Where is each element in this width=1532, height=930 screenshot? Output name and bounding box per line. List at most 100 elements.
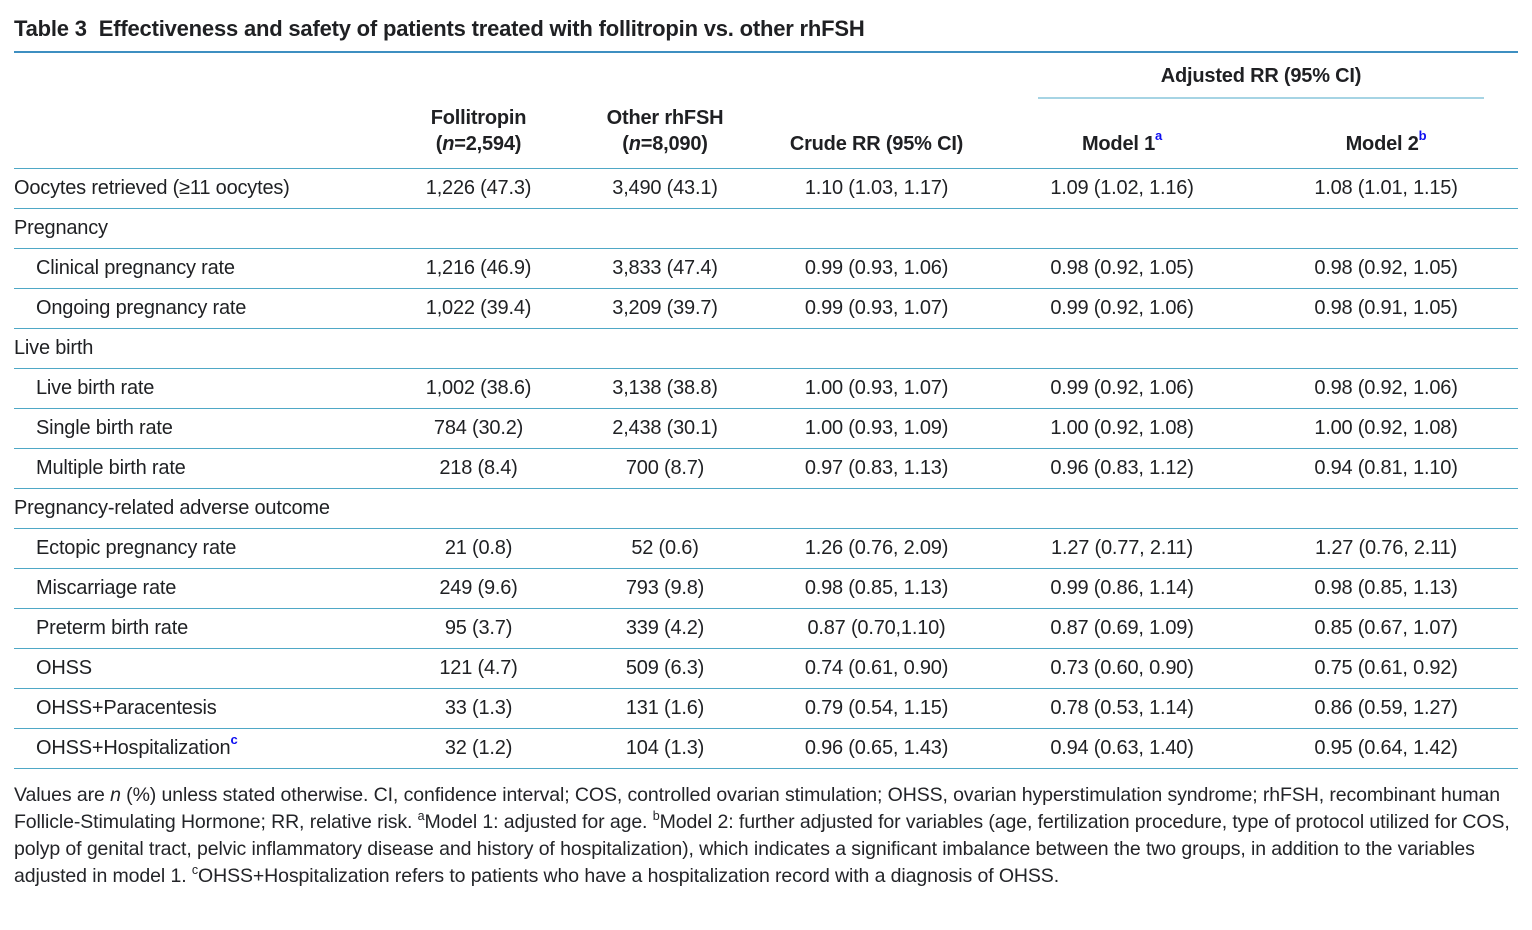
cell-other-rhfsh: 339 (4.2) [625,617,705,639]
cell-model1: 0.99 (0.86, 1.14) [1050,577,1194,599]
cell-crude-rr: 0.96 (0.65, 1.43) [804,737,949,759]
cell-crude-rr: 0.87 (0.70,1.10) [807,617,946,639]
table-row: OHSS 121 (4.7) 509 (6.3) 0.74 (0.61, 0.90) 0… [14,648,1518,689]
cell-model1: 1.09 (1.02, 1.16) [1050,177,1194,199]
column-header-follitropin: Follitropin (n=2,594) [390,99,567,169]
cell-model1: 0.87 (0.69, 1.09) [1050,617,1194,639]
cell-outcome-label: Live birth rate [36,377,155,399]
table-header: Adjusted RR (95% CI) Follitropin (n=2,59… [14,53,1518,169]
cell-crude-rr: 0.74 (0.61, 0.90) [804,657,949,679]
cell-follitropin: 784 (30.2) [433,417,524,439]
table-row: Multiple birth rate 218 (8.4) 700 (8.7) 0.9… [14,448,1518,489]
cell-follitropin: 121 (4.7) [439,657,518,679]
cell-model2: 1.00 (0.92, 1.08) [1314,417,1458,439]
footnote-italic-n: n [110,784,121,806]
cell-crude-rr: 1.00 (0.93, 1.09) [804,417,949,439]
cell-outcome-label: Preterm birth rate [36,617,189,639]
cell-other-rhfsh: 700 (8.7) [625,457,705,479]
cell-follitropin: 21 (0.8) [444,537,513,559]
cell-model1: 0.98 (0.92, 1.05) [1050,257,1194,279]
cell-model2: 0.98 (0.91, 1.05) [1314,297,1458,319]
group-header-spacer [14,53,990,99]
cell-model2: 1.27 (0.76, 2.11) [1315,537,1457,559]
row-footnote-marker: c [230,732,238,748]
cell-outcome-label: Miscarriage rate [36,577,177,599]
cell-follitropin: 1,022 (39.4) [425,297,532,319]
cell-model2: 0.75 (0.61, 0.92) [1314,657,1458,679]
cell-other-rhfsh: 2,438 (30.1) [612,417,718,439]
cell-crude-rr: 0.97 (0.83, 1.13) [804,457,949,479]
column-header-outcome [14,99,390,169]
footnote-marker-a: a [417,808,425,823]
cell-follitropin: 1,226 (47.3) [425,177,532,199]
cell-follitropin: 218 (8.4) [439,457,518,479]
cell-model2: 1.08 (1.01, 1.15) [1314,177,1458,199]
section-label: Live birth [14,337,94,359]
table-caption: Effectiveness and safety of patients tre… [98,16,865,41]
table-row: Single birth rate 784 (30.2) 2,438 (30.1) 1… [14,408,1518,449]
cell-model1: 0.99 (0.92, 1.06) [1050,377,1194,399]
cell-other-rhfsh: 3,833 (47.4) [612,257,718,279]
cell-other-rhfsh: 3,209 (39.7) [612,297,718,319]
cell-outcome-label: Clinical pregnancy rate [36,257,235,279]
other-rhfsh-name: Other rhFSH [606,107,724,129]
model2-footnote-marker: b [1418,128,1427,144]
other-rhfsh-n: (n=8,090) [622,133,708,155]
table-row: Ongoing pregnancy rate 1,022 (39.4) 3,209 … [14,288,1518,329]
cell-follitropin: 249 (9.6) [439,577,518,599]
footnote-text: OHSS+Hospitalization refers to patients … [198,865,1060,887]
section-label: Pregnancy [14,217,108,239]
cell-outcome-label: OHSS [36,657,92,679]
cell-other-rhfsh: 509 (6.3) [625,657,705,679]
footnote-text: (%) unless stated otherwise. CI, confide… [14,784,1501,833]
column-header-other-rhfsh: Other rhFSH (n=8,090) [567,99,763,169]
table-row: Clinical pregnancy rate 1,216 (46.9) 3,833… [14,248,1518,289]
model1-footnote-marker: a [1155,128,1163,144]
footnote-marker-b: b [652,808,660,823]
section-row: Live birth [14,328,1518,369]
cell-outcome-label: Oocytes retrieved (≥11 oocytes) [14,177,290,199]
table-row: Preterm birth rate 95 (3.7) 339 (4.2) 0.87 … [14,608,1518,649]
column-header-model2: Model 2b [1345,128,1427,155]
table-body: Oocytes retrieved (≥11 oocytes) 1,226 (47… [14,169,1518,769]
column-header-row: Follitropin (n=2,594) Other rhFSH (n=8,0… [14,99,1518,169]
cell-model1: 0.94 (0.63, 1.40) [1050,737,1194,759]
cell-outcome-label: Single birth rate [36,417,173,439]
group-header-row: Adjusted RR (95% CI) [14,53,1518,99]
cell-follitropin: 1,002 (38.6) [425,377,532,399]
table-row: Miscarriage rate 249 (9.6) 793 (9.8) 0.98 (… [14,568,1518,609]
table-row: OHSS+Hospitalizationc 32 (1.2) 104 (1.3) 0.… [14,728,1518,769]
cell-model2: 0.95 (0.64, 1.42) [1314,737,1458,759]
cell-follitropin: 32 (1.2) [444,737,513,759]
cell-model2: 0.98 (0.92, 1.05) [1314,257,1458,279]
cell-follitropin: 33 (1.3) [444,697,513,719]
cell-model2: 0.98 (0.85, 1.13) [1314,577,1458,599]
cell-other-rhfsh: 52 (0.6) [631,537,699,559]
footnote-text: Model 2: further adjusted for variables … [14,811,1510,887]
column-header-model1: Model 1a [1081,128,1163,155]
cell-outcome-label: Multiple birth rate [36,457,186,479]
section-row: Pregnancy-related adverse outcome [14,488,1518,529]
cell-model1: 0.99 (0.92, 1.06) [1050,297,1194,319]
cell-other-rhfsh: 3,490 (43.1) [612,177,718,199]
follitropin-n: (n=2,594) [435,133,522,155]
group-header-adjusted-rr: Adjusted RR (95% CI) [990,53,1518,99]
cell-crude-rr: 0.99 (0.93, 1.07) [804,297,949,319]
table-row: Live birth rate 1,002 (38.6) 3,138 (38.8) 1… [14,368,1518,409]
footnote-marker-c: c [191,862,199,877]
follitropin-name: Follitropin [430,107,527,129]
cell-crude-rr: 0.79 (0.54, 1.15) [804,697,949,719]
cell-crude-rr: 1.26 (0.76, 2.09) [804,537,949,559]
section-row: Pregnancy [14,208,1518,249]
column-header-crude-rr: Crude RR (95% CI) [789,133,964,155]
cell-model1: 1.00 (0.92, 1.08) [1050,417,1194,439]
table-number: Table 3 [14,16,87,41]
cell-other-rhfsh: 104 (1.3) [625,737,705,759]
cell-crude-rr: 0.99 (0.93, 1.06) [804,257,949,279]
cell-other-rhfsh: 131 (1.6) [625,697,705,719]
cell-outcome-label: OHSS+Hospitalizationc [36,732,238,759]
adjusted-rr-label: Adjusted RR (95% CI) [1038,65,1484,99]
cell-outcome-label: Ongoing pregnancy rate [36,297,247,319]
cell-outcome-label: Ectopic pregnancy rate [36,537,237,559]
cell-other-rhfsh: 3,138 (38.8) [612,377,718,399]
